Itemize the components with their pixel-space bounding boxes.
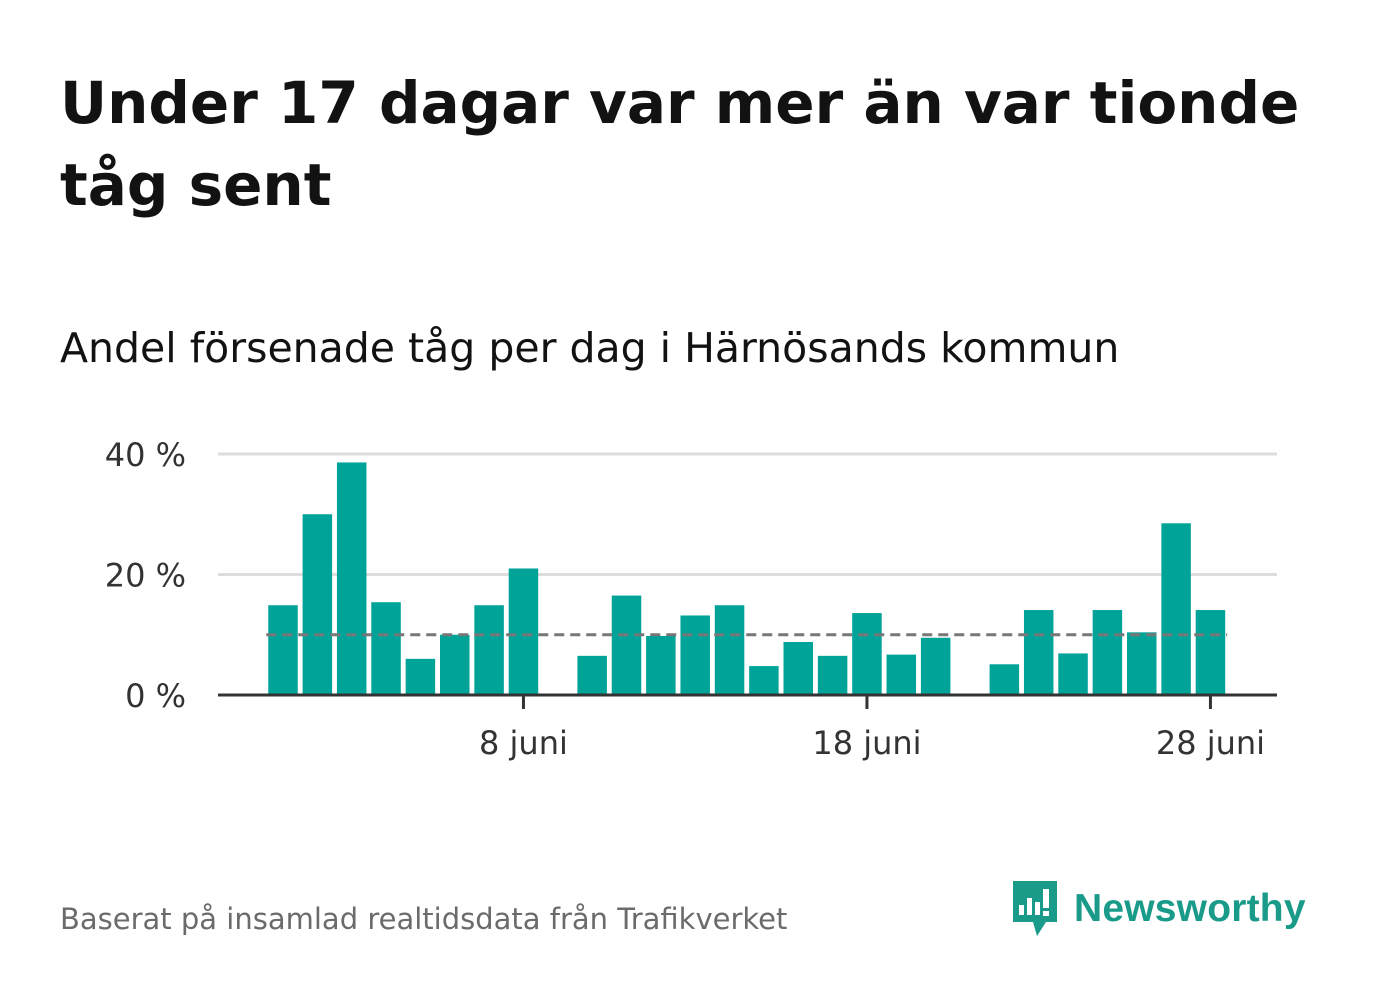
gridlines: [218, 452, 1277, 576]
brand-logo[interactable]: Newsworthy: [1010, 878, 1306, 940]
bar: [989, 664, 1020, 695]
bar: [1127, 632, 1157, 695]
bar: [336, 462, 367, 695]
bar: [646, 635, 676, 695]
bar: [268, 605, 298, 695]
bar: [1023, 610, 1054, 695]
x-axis: 8 juni 18 juni 28 juni: [218, 693, 1277, 762]
chart-title: Under 17 dagar var mer än var tionde tåg…: [60, 69, 1300, 219]
bar: [1092, 610, 1123, 695]
y-tick-label: 20 %: [105, 557, 186, 595]
bar: [783, 641, 813, 695]
x-tick-label: 18 juni: [812, 724, 921, 762]
x-tick-label: 28 juni: [1156, 724, 1265, 762]
bar: [920, 637, 951, 695]
bar: [371, 602, 401, 695]
bar: [749, 666, 779, 695]
y-tick-label: 0 %: [125, 677, 186, 715]
bar: [1058, 653, 1088, 695]
bars: [268, 462, 1226, 695]
bar: [508, 568, 539, 695]
bar: [302, 514, 333, 695]
brand-name: Newsworthy: [1074, 887, 1306, 930]
y-tick-label: 40 %: [105, 436, 186, 474]
bar-chart-speech-bubble-icon: [1013, 881, 1057, 936]
y-axis-labels: 0 % 20 % 40 %: [105, 436, 186, 715]
bar: [680, 615, 710, 695]
bar-chart: 0 % 20 % 40 % 8 juni 18 juni 28 juni: [105, 436, 1277, 762]
x-tick-label: 8 juni: [479, 724, 568, 762]
bar: [1195, 610, 1226, 695]
bar: [886, 654, 917, 695]
source-note: Baserat på insamlad realtidsdata från Tr…: [60, 902, 788, 936]
bar: [611, 595, 642, 695]
bar: [440, 634, 470, 695]
bar: [474, 605, 504, 695]
bar: [577, 655, 607, 695]
bar: [1161, 523, 1191, 695]
bar: [714, 605, 745, 695]
bar: [852, 613, 882, 695]
bar: [405, 658, 436, 695]
bar: [817, 655, 848, 695]
chart-subtitle: Andel försenade tåg per dag i Härnösands…: [60, 324, 1120, 372]
